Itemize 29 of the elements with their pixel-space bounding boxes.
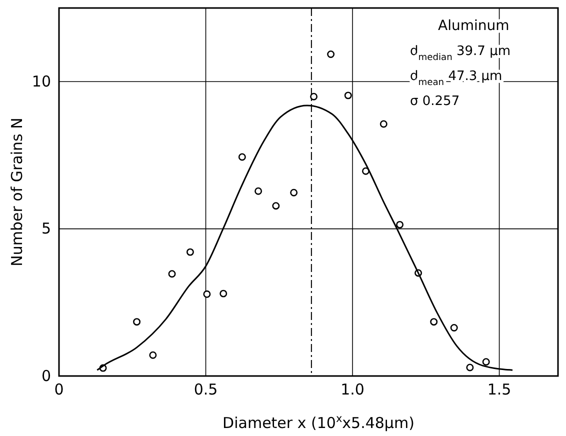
point bbox=[238, 153, 246, 161]
x-tick-label: 0 bbox=[54, 380, 64, 399]
point bbox=[133, 318, 141, 326]
x-tick-label: 1.0 bbox=[340, 380, 364, 399]
point bbox=[149, 351, 157, 359]
point bbox=[168, 270, 176, 278]
point bbox=[450, 324, 458, 332]
x-tick-label: 1.5 bbox=[487, 380, 512, 399]
point bbox=[466, 364, 474, 372]
point bbox=[272, 202, 280, 210]
y-tick-label: 0 bbox=[41, 366, 51, 385]
point bbox=[203, 290, 211, 298]
point bbox=[344, 92, 352, 100]
point bbox=[430, 318, 438, 326]
point bbox=[396, 220, 404, 228]
point bbox=[220, 290, 228, 298]
point bbox=[327, 50, 335, 58]
point bbox=[290, 188, 298, 196]
point bbox=[310, 92, 318, 100]
y-tick-label: 10 bbox=[32, 72, 51, 90]
point bbox=[254, 187, 262, 195]
annotation: σ 0.257 bbox=[410, 94, 460, 109]
point bbox=[186, 248, 194, 256]
y-tick-label: 5 bbox=[41, 220, 51, 238]
x-tick-label: 0.5 bbox=[194, 380, 218, 399]
point bbox=[380, 120, 388, 128]
x-axis-title: Diameter x (10$^{x}$x5.48μm) bbox=[222, 413, 414, 432]
point bbox=[482, 358, 490, 366]
y-axis-title: Number of Grains N bbox=[8, 118, 26, 266]
